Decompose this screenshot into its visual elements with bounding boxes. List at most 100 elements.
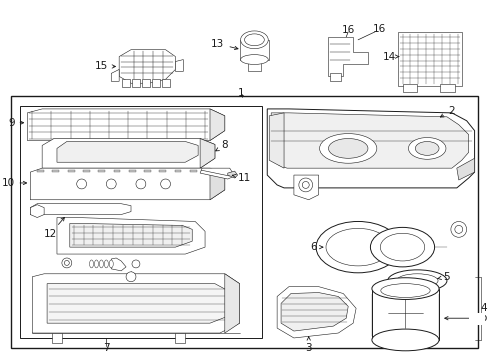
Ellipse shape <box>99 260 103 268</box>
Polygon shape <box>111 69 119 81</box>
Ellipse shape <box>328 139 367 158</box>
Bar <box>371 289 438 340</box>
Ellipse shape <box>407 138 445 159</box>
Ellipse shape <box>371 278 438 300</box>
Polygon shape <box>30 205 44 217</box>
Ellipse shape <box>104 260 108 268</box>
Text: 1: 1 <box>238 88 244 98</box>
Polygon shape <box>175 333 185 343</box>
Ellipse shape <box>387 270 446 292</box>
Polygon shape <box>68 170 75 172</box>
Polygon shape <box>189 170 196 172</box>
Ellipse shape <box>380 284 429 297</box>
Polygon shape <box>52 170 59 172</box>
Bar <box>439 84 454 92</box>
Circle shape <box>132 260 140 268</box>
Polygon shape <box>227 171 237 178</box>
Polygon shape <box>119 50 175 83</box>
Polygon shape <box>175 59 183 71</box>
Text: 10: 10 <box>1 178 26 188</box>
Ellipse shape <box>315 221 399 273</box>
Circle shape <box>64 261 69 265</box>
Text: 12: 12 <box>43 217 64 239</box>
Polygon shape <box>111 258 126 271</box>
Ellipse shape <box>370 228 434 267</box>
Text: 13: 13 <box>211 39 238 50</box>
Ellipse shape <box>240 31 268 49</box>
Circle shape <box>77 179 86 189</box>
Polygon shape <box>57 141 198 162</box>
Polygon shape <box>224 274 239 333</box>
Bar <box>468 313 488 325</box>
Text: 3: 3 <box>305 337 311 353</box>
Polygon shape <box>293 175 318 200</box>
Ellipse shape <box>325 228 389 266</box>
Text: 14: 14 <box>382 51 398 62</box>
Text: 16: 16 <box>341 25 354 35</box>
Polygon shape <box>27 109 224 140</box>
Ellipse shape <box>396 274 437 288</box>
Polygon shape <box>37 170 44 172</box>
Polygon shape <box>159 170 166 172</box>
Polygon shape <box>144 170 151 172</box>
Circle shape <box>302 181 308 188</box>
Polygon shape <box>57 217 204 254</box>
Bar <box>11 96 477 348</box>
Polygon shape <box>30 168 224 200</box>
Text: 4: 4 <box>479 303 486 313</box>
Polygon shape <box>128 170 135 172</box>
Polygon shape <box>267 109 474 188</box>
Polygon shape <box>209 109 224 140</box>
Polygon shape <box>209 168 224 200</box>
Polygon shape <box>113 170 120 172</box>
Circle shape <box>160 179 170 189</box>
Polygon shape <box>174 170 181 172</box>
Polygon shape <box>200 139 215 168</box>
Text: 6: 6 <box>309 242 322 252</box>
Polygon shape <box>281 293 347 331</box>
Polygon shape <box>52 333 62 343</box>
Polygon shape <box>200 168 234 179</box>
Ellipse shape <box>109 260 113 268</box>
Polygon shape <box>269 113 284 168</box>
Text: 4b: 4b <box>444 313 487 323</box>
Polygon shape <box>42 139 215 168</box>
Polygon shape <box>277 287 355 338</box>
Text: 5: 5 <box>437 272 449 282</box>
Polygon shape <box>330 73 341 81</box>
Circle shape <box>62 258 72 268</box>
Polygon shape <box>271 113 468 168</box>
Polygon shape <box>47 284 227 323</box>
Polygon shape <box>162 79 169 87</box>
Circle shape <box>450 221 466 237</box>
Ellipse shape <box>240 55 268 64</box>
Circle shape <box>298 178 312 192</box>
Ellipse shape <box>89 260 93 268</box>
Polygon shape <box>32 274 239 333</box>
Text: 15: 15 <box>95 62 115 72</box>
Ellipse shape <box>244 34 264 46</box>
Text: 8: 8 <box>215 140 227 151</box>
Text: 16: 16 <box>372 24 386 34</box>
Polygon shape <box>122 79 130 87</box>
Polygon shape <box>247 59 261 71</box>
Polygon shape <box>204 170 211 172</box>
Polygon shape <box>151 79 159 87</box>
Text: 2: 2 <box>439 106 454 117</box>
Ellipse shape <box>380 233 424 261</box>
Bar <box>397 32 461 86</box>
Polygon shape <box>132 79 140 87</box>
Ellipse shape <box>319 134 376 163</box>
Polygon shape <box>142 79 149 87</box>
Polygon shape <box>328 37 367 76</box>
Polygon shape <box>98 170 105 172</box>
Polygon shape <box>456 158 474 180</box>
Circle shape <box>454 225 462 233</box>
Text: 7: 7 <box>103 343 109 353</box>
Bar <box>20 106 262 338</box>
Text: 11: 11 <box>232 173 251 183</box>
Bar <box>402 84 416 92</box>
Text: 9: 9 <box>8 118 23 128</box>
Ellipse shape <box>94 260 98 268</box>
Ellipse shape <box>371 329 438 351</box>
